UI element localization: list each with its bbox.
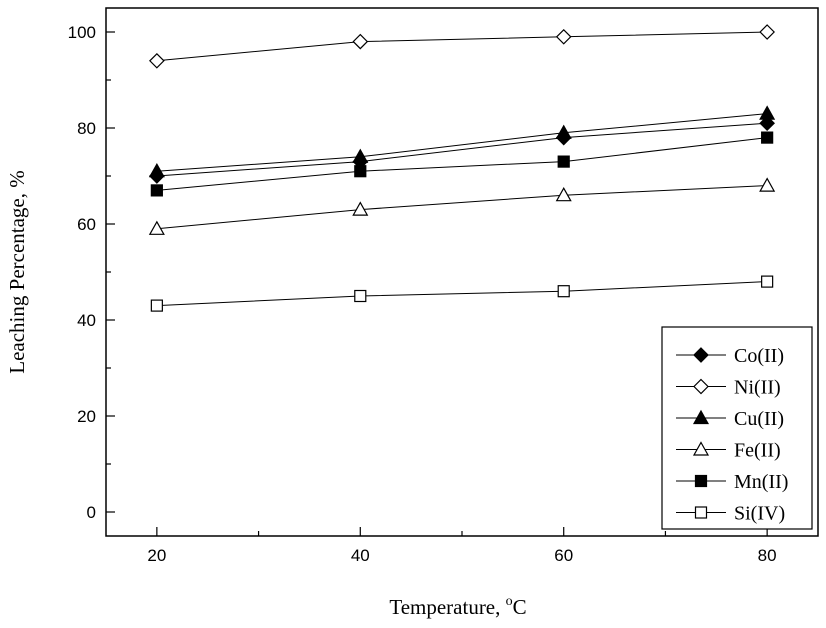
series-3 [148,177,776,235]
x-axis-label-superscript: o [506,594,513,609]
data-point [555,124,572,139]
legend-label: Fe(II) [734,440,781,462]
series-line [156,122,768,177]
y-tick-label: 60 [77,215,96,234]
x-tick-label: 20 [147,546,166,565]
data-point [761,275,774,288]
x-tick-label: 40 [351,546,370,565]
series-layer [148,24,776,312]
y-tick-label: 80 [77,119,96,138]
series-line [156,31,768,62]
legend: Co(II) Ni(II) Cu(II) Fe(II) Mn(II) Si(IV) [676,345,788,525]
data-point [555,186,572,202]
series-4 [150,131,774,197]
data-point [354,289,367,303]
y-axis-label: Leaching Percentage, % [5,170,29,373]
legend-marker [693,347,709,363]
legend-marker [692,409,710,425]
series-line [156,113,768,172]
legend-item: Co(II) [676,345,784,367]
legend-label: Ni(II) [734,377,781,399]
series-line [156,185,768,230]
legend-marker [692,441,710,456]
series-5 [150,275,774,312]
legend-item: Fe(II) [676,440,781,462]
legend-label: Mn(II) [734,471,788,493]
data-point [148,162,165,178]
legend-item: Cu(II) [676,408,784,430]
legend-label: Si(IV) [734,503,785,525]
x-axis-label-unit: C [513,595,527,619]
x-tick-label: 80 [758,546,777,565]
data-point [759,177,776,192]
data-point [759,105,776,120]
series-0 [149,115,775,184]
legend-box [661,326,813,530]
series-line [156,137,768,191]
series-line [156,281,768,307]
data-point [557,285,570,298]
legend-marker [694,474,708,488]
legend-marker [694,506,708,519]
data-point [557,155,570,168]
legend-marker [693,378,709,395]
x-axis-label-text: Temperature, [389,595,505,619]
series-1 [149,24,775,69]
legend-item: Mn(II) [676,471,788,493]
legend-label: Cu(II) [734,408,784,430]
data-point [352,148,369,163]
legend-item: Si(IV) [676,503,785,525]
series-2 [148,105,776,178]
x-axis-label: Temperature, oC [389,594,526,619]
y-tick-label: 40 [77,311,96,330]
data-point [761,131,774,144]
data-point [150,299,163,312]
y-tick-label: 0 [87,503,96,522]
data-point [555,28,572,45]
data-point [759,24,775,40]
legend-label: Co(II) [734,345,784,367]
x-tick-label: 60 [554,546,573,565]
data-point [148,220,165,235]
data-point [352,201,369,216]
ticks: 20 40 60 80 0 20 40 60 80 100 [68,23,777,565]
data-point [354,165,367,178]
data-point [150,184,163,197]
data-point [352,33,369,50]
y-tick-label: 100 [68,23,96,42]
y-tick-label: 20 [77,407,96,426]
data-point [149,52,165,69]
legend-item: Ni(II) [676,377,781,399]
